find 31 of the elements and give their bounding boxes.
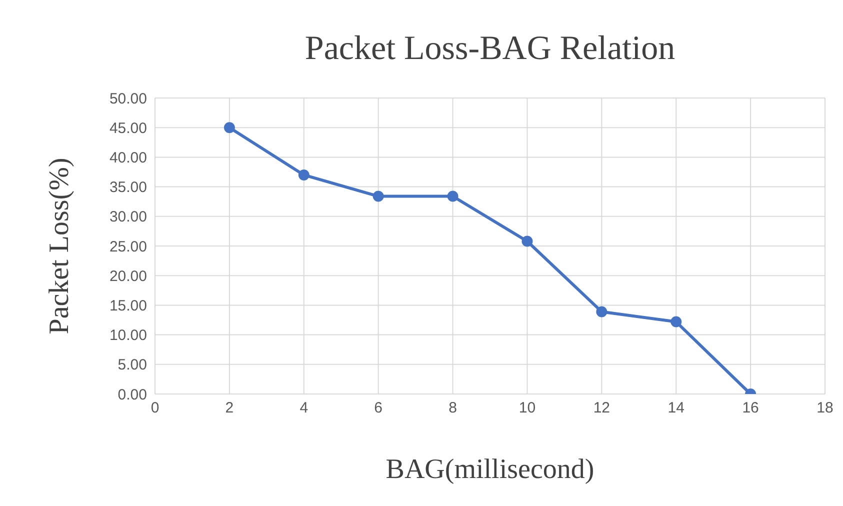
y-tick-label: 40.00: [109, 150, 147, 167]
y-tick-label: 5.00: [118, 356, 147, 374]
y-tick-label: 50.00: [109, 90, 147, 108]
x-tick-label: 2: [225, 400, 234, 417]
y-tick-label: 35.00: [109, 179, 147, 196]
point: [447, 190, 458, 202]
x-tick-label: 0: [150, 400, 160, 417]
point: [298, 169, 310, 180]
chart-title: Packet Loss-BAG Relation: [304, 30, 676, 68]
y-tick-label: 20.00: [109, 268, 147, 285]
x-tick-label: 8: [448, 400, 457, 417]
y-tick-label: 30.00: [109, 208, 147, 226]
y-tick-label: 45.00: [109, 120, 147, 137]
x-tick-label: 12: [593, 400, 610, 417]
point: [596, 306, 608, 318]
x-tick-label: 4: [300, 400, 308, 417]
x-tick-label: 18: [816, 400, 834, 417]
x-tick-label: 6: [374, 400, 383, 417]
y-tick-label: 0.00: [118, 386, 147, 404]
x-tick-label: 16: [742, 400, 759, 417]
x-axis-title: BAG(millisecond): [386, 454, 594, 485]
point: [372, 190, 384, 202]
y-tick-label: 15.00: [109, 298, 147, 315]
y-tick-label: 25.00: [109, 238, 147, 256]
x-tick-label: 10: [518, 400, 536, 417]
point: [224, 122, 235, 134]
y-axis-title: Packet Loss(%): [44, 158, 75, 334]
point: [670, 316, 682, 328]
point: [522, 236, 533, 247]
x-tick-label: 14: [668, 400, 684, 417]
y-tick-label: 10.00: [109, 327, 147, 344]
